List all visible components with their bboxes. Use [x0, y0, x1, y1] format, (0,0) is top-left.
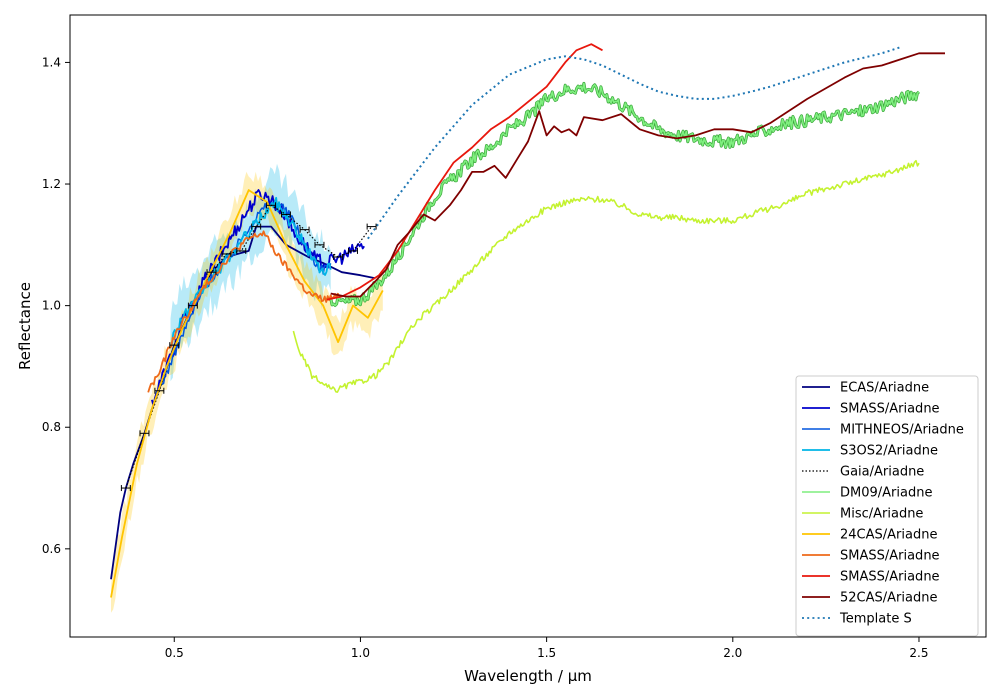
legend: ECAS/Ariadne SMASS/Ariadne MITHNEOS/Ariadn…	[795, 375, 979, 637]
legend-entry: SMASS/Ariadne	[802, 570, 940, 585]
error-bar	[299, 226, 310, 233]
legend-entry: S3OS2/Ariadne	[802, 444, 938, 459]
error-bar	[236, 247, 247, 254]
error-bar	[139, 430, 150, 437]
error-bar	[169, 342, 180, 349]
legend-entry: Template S	[802, 612, 912, 627]
series-line	[367, 46, 901, 240]
legend-entry: ECAS/Ariadne	[802, 381, 929, 396]
legend-entry: Misc/Ariadne	[802, 507, 923, 522]
x-tick-label: 1.0	[351, 646, 370, 660]
legend-entry: MITHNEOS/Ariadne	[802, 423, 964, 438]
error-bar	[280, 211, 291, 218]
error-bar	[221, 250, 232, 257]
error-bar	[314, 241, 325, 248]
uncertainty-band	[111, 171, 383, 613]
y-tick-label: 0.6	[42, 542, 61, 556]
y-tick-label: 1.4	[42, 55, 61, 69]
series-line	[330, 52, 945, 298]
legend-label: S3OS2/Ariadne	[840, 444, 938, 459]
series-line	[147, 230, 339, 393]
error-bar	[187, 302, 198, 309]
y-tick-label: 1.0	[42, 299, 61, 313]
legend-label: 24CAS/Ariadne	[840, 528, 937, 543]
x-tick-label: 1.5	[537, 646, 556, 660]
legend-label: Template S	[839, 612, 912, 627]
error-bar	[206, 269, 217, 276]
legend-label: Misc/Ariadne	[840, 507, 923, 522]
legend-label: SMASS/Ariadne	[840, 402, 940, 417]
y-tick-label: 0.8	[42, 420, 61, 434]
error-bar	[266, 202, 277, 209]
legend-label: DM09/Ariadne	[840, 486, 932, 501]
legend-label: Gaia/Ariadne	[840, 465, 924, 480]
y-axis: 0.6 0.8 1.0 1.2 1.4	[42, 55, 70, 556]
error-bar	[120, 485, 131, 492]
legend-label: MITHNEOS/Ariadne	[840, 423, 964, 438]
series-line	[329, 82, 920, 307]
legend-entry: 52CAS/Ariadne	[802, 591, 937, 606]
legend-entry: SMASS/Ariadne	[802, 549, 940, 564]
x-tick-label: 2.0	[723, 646, 742, 660]
x-tick-label: 2.5	[909, 646, 928, 660]
error-bar	[251, 223, 262, 230]
legend-entry: DM09/Ariadne	[802, 486, 932, 501]
error-bar	[333, 253, 344, 260]
legend-label: 52CAS/Ariadne	[840, 591, 937, 606]
legend-label: ECAS/Ariadne	[840, 381, 929, 396]
error-bar	[348, 247, 358, 254]
legend-box	[795, 375, 979, 637]
series-line	[326, 43, 603, 301]
y-tick-label: 1.2	[42, 177, 61, 191]
error-bar	[154, 387, 165, 394]
x-tick-label: 0.5	[165, 646, 184, 660]
series-line	[110, 189, 384, 598]
legend-label: SMASS/Ariadne	[840, 570, 940, 585]
y-axis-label: Reflectance	[16, 282, 34, 370]
series-line	[169, 196, 332, 347]
legend-label: SMASS/Ariadne	[840, 549, 940, 564]
x-axis: 0.5 1.0 1.5 2.0 2.5	[165, 637, 929, 660]
legend-entry: 24CAS/Ariadne	[802, 528, 937, 543]
plot-frame	[69, 14, 987, 638]
x-axis-label: Wavelength / µm	[464, 667, 592, 685]
legend-entry: SMASS/Ariadne	[802, 402, 940, 417]
error-bar	[366, 223, 377, 230]
legend-entry: Gaia/Ariadne	[802, 465, 924, 480]
series-line	[292, 159, 920, 393]
